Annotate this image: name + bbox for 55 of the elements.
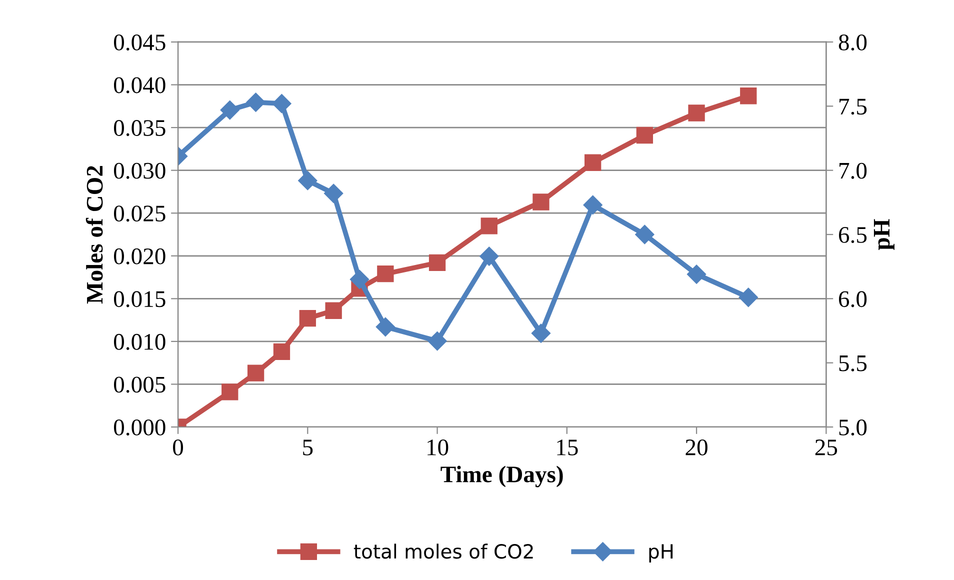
y2-tick-label: 7.0: [840, 162, 867, 179]
y2-tick-label: 5.5: [839, 356, 867, 372]
y2-tick-label: 6.5: [838, 227, 867, 244]
point: [247, 364, 264, 382]
y-tick-label: 0.040: [114, 77, 166, 94]
point: [635, 224, 654, 244]
point: [738, 288, 758, 307]
y-tick-label: 0.030: [114, 162, 166, 179]
point: [377, 266, 394, 282]
y-tick-label: 0.000: [114, 419, 166, 436]
y-axis-title: Moles of CO2: [86, 166, 103, 304]
point: [299, 310, 316, 327]
point: [584, 154, 602, 171]
y2-tick-label: 6.0: [838, 291, 867, 308]
point: [350, 270, 370, 289]
x-tick-label: 5: [303, 440, 313, 456]
point: [532, 194, 550, 210]
y-tick-label: 0.020: [114, 248, 166, 264]
point: [325, 302, 342, 319]
point: [272, 94, 292, 114]
x-tick-label: 20: [686, 439, 708, 456]
y-tick-label: 0.005: [114, 376, 166, 393]
y-tick-label: 0.015: [114, 291, 166, 308]
point: [636, 126, 654, 144]
point: [428, 254, 446, 272]
x-axis-title: Time (Days): [440, 466, 563, 488]
point: [376, 317, 395, 336]
point: [246, 92, 266, 112]
x-tick-label: 0: [173, 439, 184, 456]
x-tick-label: 25: [815, 440, 838, 456]
point: [531, 324, 551, 343]
point: [298, 171, 318, 190]
y2-tick-label: 5.0: [839, 419, 867, 436]
y2-tick-label: 7.5: [840, 98, 867, 115]
point: [583, 195, 602, 215]
y-tick-label: 0.025: [114, 206, 166, 222]
point: [740, 88, 757, 104]
y-tick-label: 0.010: [114, 334, 166, 350]
point: [688, 104, 705, 122]
y-tick-label: 0.035: [114, 120, 166, 136]
point: [428, 331, 447, 351]
y2-axis-title: pH: [874, 219, 894, 250]
point: [480, 246, 499, 266]
point: [324, 184, 344, 203]
x-tick-label: 10: [428, 439, 448, 456]
legend-label: pH: [649, 544, 673, 562]
y-tick-label: 0.045: [114, 34, 166, 51]
point: [480, 218, 498, 234]
point: [222, 384, 238, 400]
point: [273, 343, 290, 360]
point: [220, 100, 240, 120]
point: [687, 264, 706, 284]
x-tick-label: 15: [557, 440, 578, 456]
legend-label: total moles of CO2: [354, 544, 533, 559]
y2-tick-label: 8.0: [838, 34, 867, 51]
